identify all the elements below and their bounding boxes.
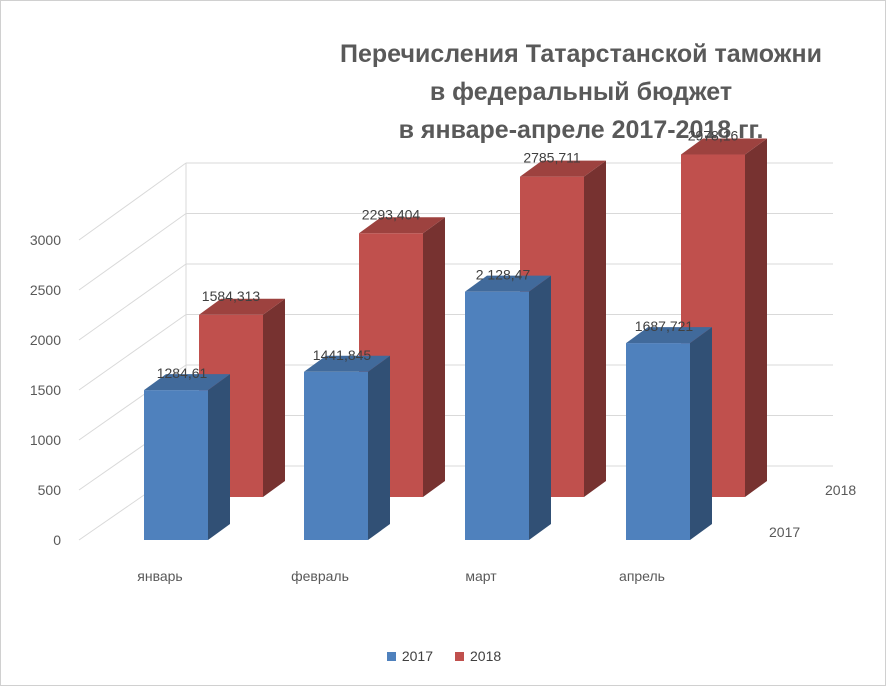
bar-2017-top <box>304 355 390 372</box>
chart-title: Перечисления Татарстанской таможни в фед… <box>301 35 861 149</box>
gridline-side <box>78 162 187 241</box>
y-tick-label: 2000 <box>30 332 61 348</box>
gridline-side <box>78 213 187 291</box>
chart-title-line: в федеральный бюджет <box>429 78 733 106</box>
data-label-2018: 2785,711 <box>523 150 581 166</box>
bar-2018-side <box>263 298 285 497</box>
legend-label-2017: 2017 <box>401 648 433 664</box>
bar-2017-front <box>626 343 690 540</box>
bar-2018-top <box>681 138 767 155</box>
y-tick-label: 2500 <box>30 282 61 298</box>
data-label-2017: 1687,721 <box>635 318 694 334</box>
chart-title-line: Перечисления Татарстанской таможни <box>340 40 822 68</box>
bar-2017-side <box>368 355 390 540</box>
bar-2018-side <box>584 160 606 497</box>
bar-2017-side <box>529 275 551 540</box>
legend: 2017 2018 <box>1 648 886 664</box>
legend-item-2017: 2017 <box>386 648 433 664</box>
bar-2017-top <box>626 327 712 344</box>
depth-axis-label: 2018 <box>825 482 856 498</box>
legend-label-2018: 2018 <box>470 648 502 664</box>
bar-2018-side <box>423 217 445 497</box>
data-label-2017: 2 128,47 <box>476 267 531 283</box>
bar-2018-side <box>745 138 767 497</box>
data-label-2017: 1441,845 <box>313 347 372 363</box>
bar-2017-side <box>208 374 230 540</box>
y-tick-label: 500 <box>38 482 62 498</box>
y-tick-label: 1500 <box>30 382 61 398</box>
bar-2017-side <box>690 327 712 540</box>
x-tick-label: февраль <box>291 568 349 584</box>
bar-2017-front <box>144 390 208 540</box>
y-tick-label: 3000 <box>30 232 61 248</box>
bar-2017-front <box>304 371 368 540</box>
legend-swatch-2018 <box>455 651 464 661</box>
bar-2017-top <box>465 275 551 292</box>
bar-2018-top <box>520 160 606 177</box>
gridline-side <box>78 314 187 391</box>
data-label-2018: 1584,313 <box>202 288 261 304</box>
bar-2017-front <box>465 291 529 540</box>
legend-item-2018: 2018 <box>455 648 501 664</box>
data-label-2018: 2978,16 <box>688 128 739 144</box>
y-tick-label: 0 <box>53 532 61 548</box>
y-tick-label: 1000 <box>30 432 61 448</box>
x-tick-label: апрель <box>619 568 665 584</box>
bar-2017-top <box>144 374 230 391</box>
bar-2018-top <box>199 298 285 315</box>
bar-2018-top <box>359 217 445 234</box>
depth-axis-label: 2017 <box>769 524 800 540</box>
x-tick-label: январь <box>137 568 182 584</box>
data-label-2017: 1284,61 <box>157 365 208 381</box>
gridline-side <box>78 263 187 341</box>
legend-swatch-2017 <box>386 651 396 661</box>
data-label-2018: 2293,404 <box>362 206 421 222</box>
x-tick-label: март <box>465 568 497 584</box>
